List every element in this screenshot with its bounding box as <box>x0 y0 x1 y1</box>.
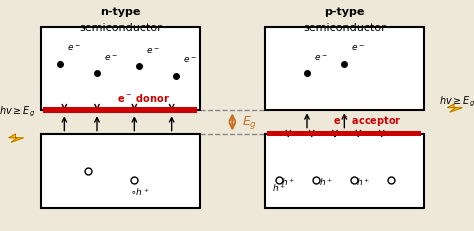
Text: $h^+$: $h^+$ <box>272 181 286 193</box>
Bar <box>41 134 200 208</box>
Text: $hv \geq E_g$: $hv \geq E_g$ <box>439 94 474 109</box>
Text: semiconductor: semiconductor <box>303 23 386 33</box>
Text: n-type: n-type <box>100 7 140 17</box>
Polygon shape <box>447 104 462 112</box>
Text: $e^-$: $e^-$ <box>351 44 365 53</box>
Bar <box>43 108 197 114</box>
Polygon shape <box>9 134 24 143</box>
Text: e$^-$ acceptor: e$^-$ acceptor <box>333 113 402 127</box>
Text: p-type: p-type <box>324 7 365 17</box>
Text: $\circ h^+$: $\circ h^+$ <box>130 186 149 198</box>
Text: $h^+$: $h^+$ <box>282 176 296 187</box>
Text: $e^-$: $e^-$ <box>183 55 197 65</box>
Text: $e^-$: $e^-$ <box>146 46 160 55</box>
Text: semiconductor: semiconductor <box>79 23 162 33</box>
Text: e$^-$ donor: e$^-$ donor <box>117 92 170 104</box>
Text: $e^-$: $e^-$ <box>314 53 328 62</box>
Bar <box>265 134 424 208</box>
Text: $h^+$: $h^+$ <box>356 176 370 187</box>
Text: $h^+$: $h^+$ <box>319 176 333 187</box>
Text: $hv \geq E_g$: $hv \geq E_g$ <box>0 104 35 118</box>
Bar <box>265 28 424 111</box>
Text: $e^-$: $e^-$ <box>67 44 81 53</box>
Text: $e^-$: $e^-$ <box>104 53 118 62</box>
Text: $E_g$: $E_g$ <box>242 114 257 131</box>
Bar <box>267 131 421 137</box>
Bar <box>41 28 200 111</box>
